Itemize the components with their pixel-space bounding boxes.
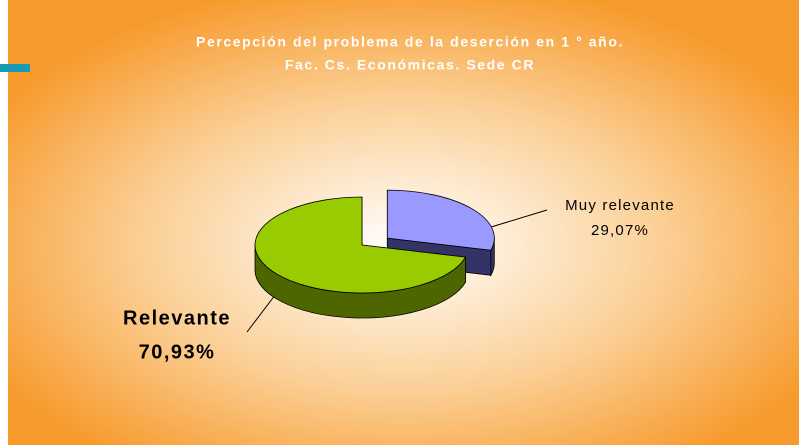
chart-title: Fac. Cs. Económicas. Sede CR (285, 57, 535, 73)
slice-value-label: 70,93% (139, 341, 216, 363)
slice (386, 189, 495, 251)
pie (254, 189, 495, 319)
accent-bar (0, 64, 30, 72)
slice-label: Muy relevante (565, 197, 675, 214)
slice-label: Relevante (123, 307, 231, 329)
chart-title: Percepción del problema de la deserción … (196, 34, 624, 50)
slice-value-label: 29,07% (591, 222, 649, 239)
slice (254, 196, 467, 294)
